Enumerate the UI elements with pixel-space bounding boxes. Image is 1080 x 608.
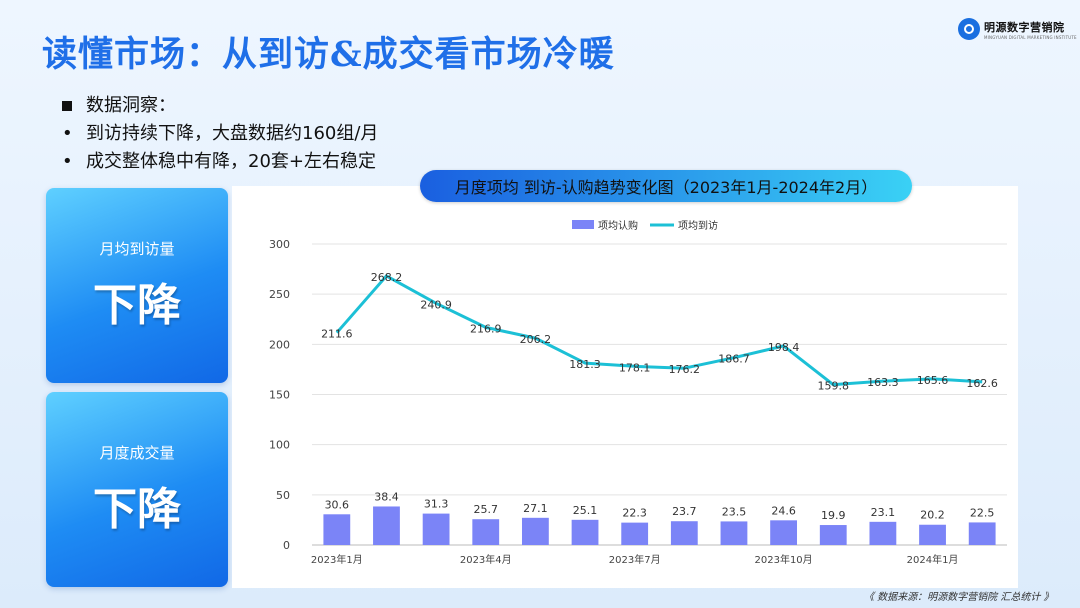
x-tick-label: 2023年10月 xyxy=(755,553,813,566)
bar-data-label: 20.2 xyxy=(920,509,945,522)
bar xyxy=(869,521,897,545)
insights-heading: 数据洞察： xyxy=(86,95,176,116)
bar-data-label: 25.7 xyxy=(474,503,499,516)
page-title: 读懂市场：从到访&成交看市场冷暖 xyxy=(42,34,615,75)
line-data-label: 163.3 xyxy=(867,376,899,389)
line-data-label: 206.2 xyxy=(520,333,552,346)
x-tick-label: 2023年4月 xyxy=(460,553,512,566)
bar xyxy=(670,521,698,545)
bar xyxy=(571,519,599,545)
line-data-label: 162.6 xyxy=(966,377,998,390)
brand-logo: 明源数字营销院 MINGYUAN DIGITAL MARKETING INSTI… xyxy=(958,18,1077,40)
logo-subtext: MINGYUAN DIGITAL MARKETING INSTITUTE xyxy=(984,34,1077,40)
x-tick-label: 2023年1月 xyxy=(311,553,363,566)
visits-card: 月均到访量 下降 xyxy=(46,188,228,383)
bar xyxy=(422,513,450,545)
bullet-icon: • xyxy=(62,123,73,144)
bar-data-label: 19.9 xyxy=(821,509,846,522)
x-tick-label: 2023年7月 xyxy=(609,553,661,566)
line-data-label: 186.7 xyxy=(718,353,750,366)
bar xyxy=(819,525,847,545)
logo-icon xyxy=(958,18,980,40)
y-tick-label: 0 xyxy=(283,539,290,552)
line-data-label: 176.2 xyxy=(669,363,701,376)
insight-item: 到访持续下降，大盘数据约160组/月 xyxy=(86,123,379,144)
bar xyxy=(770,520,798,545)
card-value: 下降 xyxy=(93,280,181,331)
bar-data-label: 24.6 xyxy=(771,504,796,517)
line-data-label: 211.6 xyxy=(321,328,353,341)
line-data-label: 178.1 xyxy=(619,361,651,374)
card-value: 下降 xyxy=(93,484,181,535)
bar xyxy=(323,514,351,545)
y-tick-label: 300 xyxy=(269,238,290,251)
trend-chart: 0 50 100 150 200 250 300 30.6 38.4 31.3 25.7 27.1 25… xyxy=(269,219,1007,566)
bar-data-label: 22.5 xyxy=(970,506,995,519)
bar-data-label: 31.3 xyxy=(424,498,449,511)
legend-swatch-bar xyxy=(572,220,594,229)
chart-panel: 0 50 100 150 200 250 300 30.6 38.4 31.3 25.7 27.1 25… xyxy=(232,186,1018,588)
deals-card: 月度成交量 下降 xyxy=(46,392,228,587)
x-tick-label: 2024年1月 xyxy=(907,553,959,566)
bar xyxy=(720,521,748,545)
bar-data-label: 23.5 xyxy=(722,505,747,518)
bar-data-label: 22.3 xyxy=(622,507,647,520)
bar-data-label: 38.4 xyxy=(374,490,399,503)
card-label: 月度成交量 xyxy=(99,444,175,462)
line-data-label: 240.9 xyxy=(420,298,452,311)
line-data-label: 159.8 xyxy=(818,380,850,393)
y-tick-label: 100 xyxy=(269,439,290,452)
card-label: 月均到访量 xyxy=(99,240,175,258)
chart-title: 月度项均 到访-认购趋势变化图（2023年1月-2024年2月） xyxy=(420,170,912,202)
bar xyxy=(968,522,996,545)
bar-data-label: 23.7 xyxy=(672,505,697,518)
y-tick-label: 50 xyxy=(276,489,290,502)
bullet-icon: • xyxy=(62,151,73,172)
bar xyxy=(373,506,400,545)
line-data-label: 216.9 xyxy=(470,322,502,335)
insight-item: 成交整体稳中有降，20套+左右稳定 xyxy=(86,151,376,172)
insights-block: 数据洞察： • 到访持续下降，大盘数据约160组/月 • 成交整体稳中有降，20套+… xyxy=(62,92,378,176)
logo-text: 明源数字营销院 xyxy=(984,20,1065,34)
series-line-visits xyxy=(335,274,983,387)
bar-data-label: 30.6 xyxy=(325,498,350,511)
square-bullet-icon xyxy=(62,101,72,111)
bar-data-label: 27.1 xyxy=(523,502,548,515)
y-tick-label: 250 xyxy=(269,288,290,301)
bar-data-label: 25.1 xyxy=(573,504,598,517)
bar xyxy=(621,522,649,545)
bar-data-label: 23.1 xyxy=(871,506,896,519)
line-data-label: 198.4 xyxy=(768,341,800,354)
legend-label: 项均认购 xyxy=(598,219,638,232)
bar xyxy=(472,519,500,545)
data-source: 《 数据来源：明源数字营销院 汇总统计 》 xyxy=(864,592,1054,603)
y-tick-label: 200 xyxy=(269,338,290,351)
line-data-label: 181.3 xyxy=(569,358,601,371)
y-tick-label: 150 xyxy=(269,389,290,402)
line-data-label: 268.2 xyxy=(371,271,403,284)
legend-label: 项均到访 xyxy=(678,220,718,232)
bar xyxy=(919,524,946,545)
line-data-label: 165.6 xyxy=(917,374,949,387)
bar xyxy=(521,517,549,545)
